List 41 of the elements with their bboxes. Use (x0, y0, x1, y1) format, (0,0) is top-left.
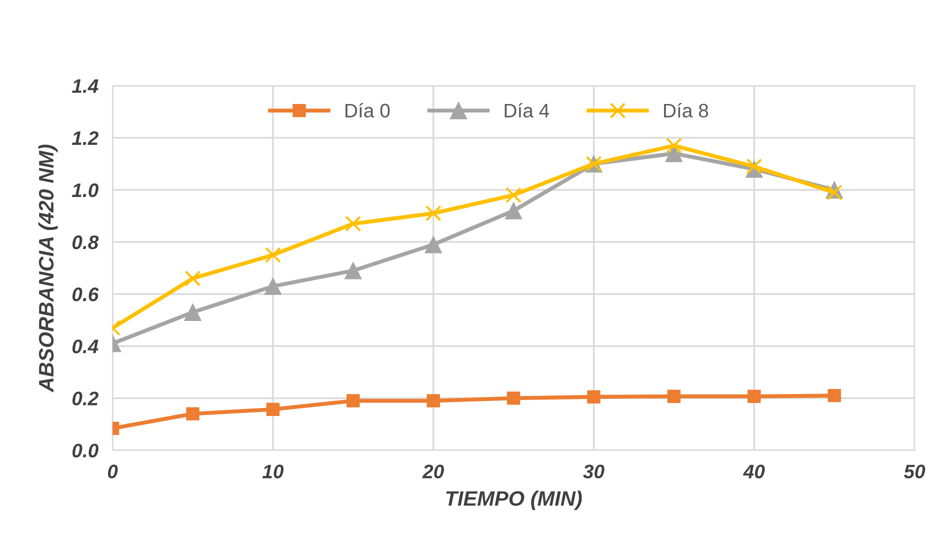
point (345, 216, 362, 232)
y-tick-label: 0.4 (72, 340, 98, 354)
point (426, 394, 440, 408)
point (587, 390, 600, 404)
x-tick-label: 30 (583, 464, 604, 478)
point (186, 407, 200, 420)
point (424, 236, 442, 254)
point (666, 138, 682, 154)
y-axis-title: ABSORBANCIA (420 NM) (38, 144, 58, 392)
point (667, 390, 681, 403)
x-tick-label: 0 (108, 464, 118, 478)
point (504, 202, 522, 220)
point (506, 392, 520, 405)
point (828, 388, 841, 402)
y-tick-label: 0.8 (72, 235, 99, 250)
x-tick-label: 20 (422, 464, 444, 478)
x-tick-label: 50 (904, 464, 926, 478)
point (344, 262, 362, 280)
point (264, 246, 281, 263)
legend-label: Día 0 (346, 103, 390, 118)
x-tick-label: 10 (262, 464, 284, 478)
point (425, 205, 442, 222)
x-axis-title: TIEMPO (MIN) (446, 490, 582, 510)
legend-label: Día 8 (664, 103, 708, 118)
point (184, 304, 202, 321)
y-tick-label: 1.0 (72, 183, 98, 198)
y-tick-label: 0.0 (72, 444, 98, 458)
y-tick-label: 0.6 (72, 288, 99, 302)
y-tick-label: 1.2 (72, 131, 98, 145)
point (264, 278, 282, 295)
point (266, 402, 280, 416)
point (184, 270, 201, 286)
y-tick-label: 1.4 (72, 79, 98, 93)
point (746, 158, 762, 174)
y-tick-label: 0.2 (72, 392, 98, 406)
point (346, 394, 360, 408)
point (506, 187, 522, 204)
point (748, 390, 761, 403)
legend-label: Día 4 (504, 103, 550, 118)
point (826, 184, 842, 200)
x-tick-label: 40 (743, 464, 765, 478)
